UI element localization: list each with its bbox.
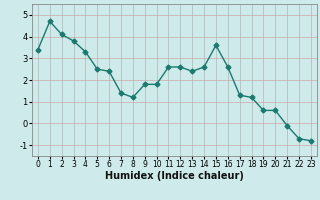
X-axis label: Humidex (Indice chaleur): Humidex (Indice chaleur) xyxy=(105,171,244,181)
